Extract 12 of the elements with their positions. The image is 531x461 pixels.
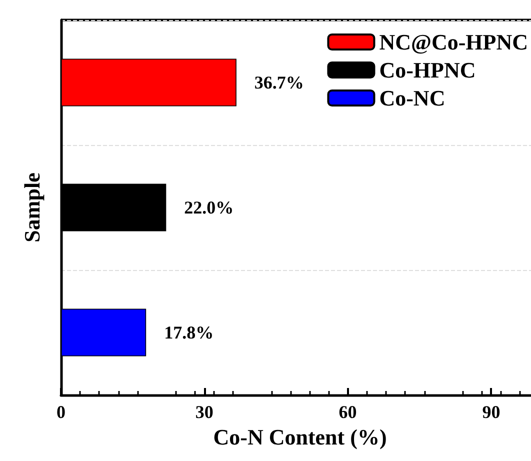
legend-label: NC@Co-HPNC	[379, 30, 528, 54]
y-axis-title: Sample	[20, 172, 44, 242]
x-axis-title: Co-N Content (%)	[213, 424, 387, 450]
data-label: 36.7%	[254, 72, 304, 92]
data-label: 22.0%	[184, 198, 234, 218]
legend-label: Co-NC	[379, 86, 446, 110]
legend-label: Co-HPNC	[379, 58, 476, 82]
data-label: 17.8%	[164, 322, 214, 342]
x-tick-label: 90	[482, 402, 500, 422]
x-tick-label: 30	[195, 402, 214, 422]
x-tick-label: 60	[338, 402, 357, 422]
x-tick-label: 0	[56, 402, 66, 422]
